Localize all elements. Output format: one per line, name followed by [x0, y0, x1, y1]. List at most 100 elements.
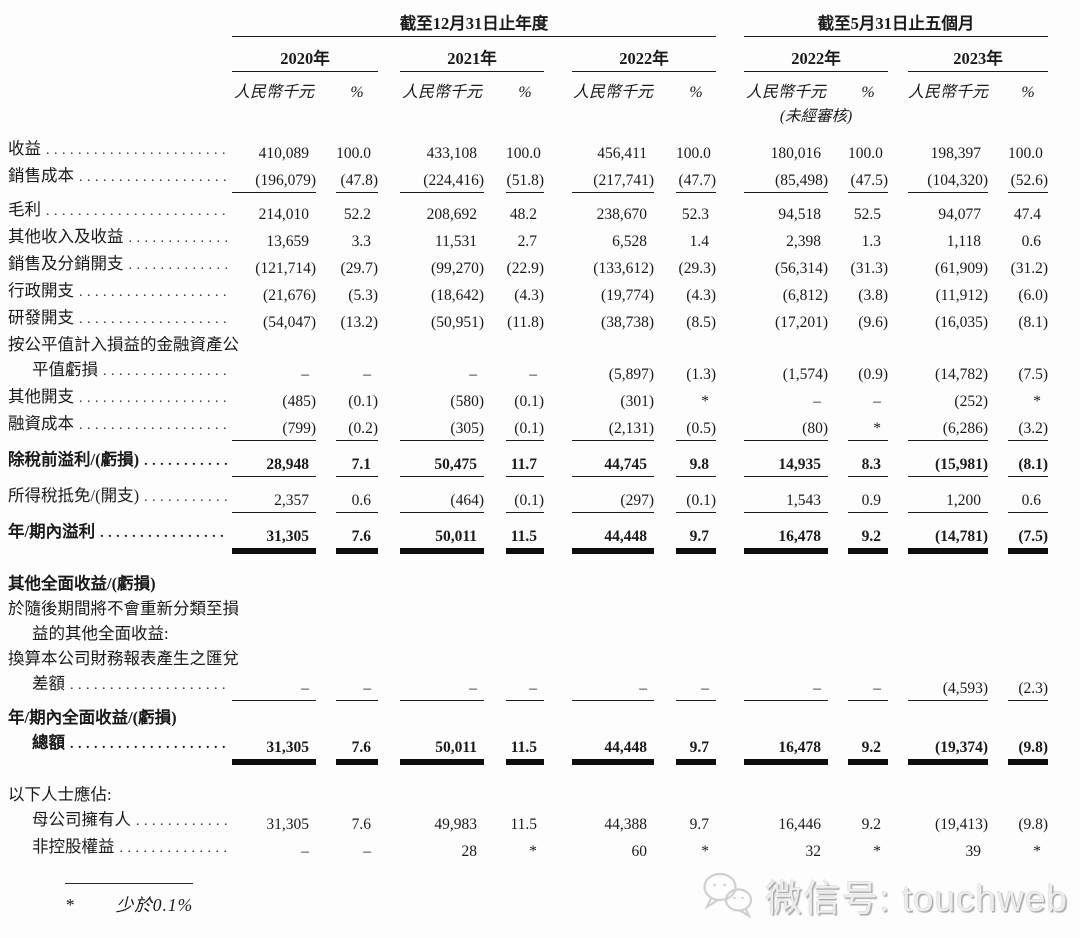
thin-rule [400, 476, 484, 477]
dot-leader [46, 136, 228, 163]
cell-value [572, 781, 654, 807]
thin-rule [506, 440, 544, 441]
rule-cell [848, 510, 888, 517]
cell-value [572, 596, 654, 646]
dot-leader [103, 357, 228, 384]
thin-rule [848, 700, 888, 701]
rule-row [0, 438, 1080, 445]
year-2022-5m: 2022年 [791, 49, 841, 68]
year-2021-underline [400, 71, 544, 72]
unit-label: 人民幣千元 [401, 84, 482, 101]
row-label: 其他全面收益/(虧損) [0, 570, 232, 596]
cell-percent: – [701, 680, 709, 697]
row-label-text: 所得稅抵免/(開支) [8, 486, 140, 505]
rule-cell [400, 190, 484, 197]
cell-percent: 52.2 [343, 206, 371, 223]
rule-cell [1008, 698, 1049, 705]
cell-value: (4,593) [942, 680, 988, 697]
cell-value: (18,642) [431, 287, 484, 304]
thin-rule [1008, 476, 1049, 477]
double-rule [1008, 548, 1049, 554]
thin-rule [506, 192, 544, 193]
cell-percent [676, 596, 716, 646]
cell-percent [1008, 596, 1048, 646]
rule-cell [506, 546, 544, 558]
rule-cell [572, 757, 654, 769]
rule-cell [676, 474, 716, 481]
percent-label: % [861, 84, 875, 101]
table-row: 研發開支 (54,047) (13.2) (50,951) (11.8) (38,738)… [0, 305, 1080, 332]
rule-cell [232, 474, 316, 481]
thin-rule [908, 700, 988, 701]
cell-percent: (0.1) [348, 393, 378, 410]
thin-rule [676, 476, 716, 477]
cell-percent: * [1033, 393, 1042, 410]
cell-percent: (52.6) [1010, 172, 1049, 189]
row-label-text: 其他收入及收益 [8, 227, 124, 246]
cell-percent: (8.5) [686, 314, 716, 331]
year-2020-underline [232, 71, 378, 72]
rule-cell [848, 190, 888, 197]
cell-value: 1,118 [946, 233, 981, 250]
thin-rule [848, 512, 888, 513]
table-row: 母公司擁有人 31,305 7.6 49,983 11.5 44,388 9.7 16,446… [0, 807, 1080, 834]
cell-percent: (47.7) [678, 172, 716, 189]
row-label-text: 銷售成本 [8, 166, 74, 185]
table-row: 其他收入及收益 13,659 3.3 11,531 2.7 6,528 1.4 2,398 1.… [0, 224, 1080, 251]
cell-percent: (8.1) [1018, 456, 1049, 473]
row-label-text: 以下人士應佔: [8, 785, 112, 804]
cell-percent [336, 781, 378, 807]
cell-value: – [301, 366, 309, 383]
rule-cell [336, 546, 378, 558]
cell-value: (196,079) [255, 172, 316, 189]
row-label: 研發開支 [0, 305, 232, 332]
rule-cell [1008, 757, 1049, 769]
cell-value: – [469, 366, 477, 383]
thin-rule [506, 700, 544, 701]
cell-value: 11,531 [434, 233, 477, 250]
cell-percent: (6.0) [1018, 287, 1049, 304]
rule-cell [744, 438, 828, 445]
table-row: 除稅前溢利/(虧損) 28,948 7.1 50,475 11.7 44,745 9.8 14… [0, 445, 1080, 474]
thin-rule [232, 440, 316, 441]
double-rule [506, 759, 544, 765]
section-gap [0, 769, 1080, 781]
cell-value: 180,016 [770, 145, 821, 162]
cell-value: 31,305 [266, 816, 309, 833]
rule-cell [400, 474, 484, 481]
rule-cell [676, 438, 716, 445]
cell-value: (80) [802, 420, 828, 437]
rule-cell [1008, 190, 1049, 197]
cell-value: 198,397 [930, 145, 981, 162]
thin-rule [908, 192, 988, 193]
cell-percent: 7.6 [351, 816, 371, 833]
wechat-icon [703, 872, 753, 919]
thin-rule [1008, 440, 1049, 441]
unit-label: 人民幣千元 [572, 84, 653, 101]
thin-rule [1008, 192, 1049, 193]
cell-value: (14,782) [935, 366, 988, 383]
year-header-row: 2020年 2021年 2022年 2022年 2023年 [0, 41, 1080, 69]
cell-value: (485) [282, 393, 316, 410]
double-rule [908, 759, 988, 765]
rule-cell [908, 546, 988, 558]
cell-value: (19,774) [601, 287, 654, 304]
double-rule [232, 759, 316, 765]
cell-value: 31,305 [266, 739, 309, 756]
cell-percent: 11.7 [510, 456, 537, 473]
footnote-divider [65, 883, 193, 884]
rule-cell [336, 190, 378, 197]
rule-cell [676, 546, 716, 558]
cell-percent: * [873, 420, 881, 437]
thin-rule [848, 192, 888, 193]
rule-cell [400, 510, 484, 517]
row-label: 融資成本 [0, 411, 232, 438]
cell-percent [506, 781, 544, 807]
cell-value [744, 570, 828, 596]
cell-percent: – [363, 680, 371, 697]
cell-value: (21,676) [263, 287, 316, 304]
thin-rule [676, 700, 716, 701]
rule-cell [1008, 438, 1049, 445]
cell-value [744, 781, 828, 807]
